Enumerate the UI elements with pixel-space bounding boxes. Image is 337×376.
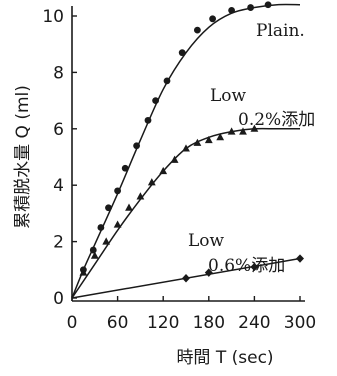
x-tick-label: 240 [238,313,270,333]
data-point-circle [121,164,129,172]
y-tick-label: 10 [42,7,64,27]
data-point-triangle [159,166,168,175]
data-point-circle [144,116,152,124]
data-point-circle [133,142,141,150]
y-tick-label: 8 [53,63,64,83]
data-point-triangle [136,192,145,200]
data-point-triangle [239,127,247,135]
data-point-circle [209,15,217,23]
data-point-triangle [193,138,202,146]
data-point-triangle [90,251,99,259]
data-point-triangle [182,144,190,152]
data-point-triangle [147,178,156,186]
series-plain [71,1,301,299]
data-point-triangle [79,268,88,276]
data-point-triangle [113,220,122,228]
data-point-circle [105,204,112,212]
axes [71,6,305,302]
data-point-diamond [204,268,213,277]
data-point-circle [89,246,97,254]
data-point-circle [97,224,105,231]
series-label-plain: Plain. [256,21,305,41]
y-tick-label: 4 [53,176,64,196]
y-tick-label: 2 [53,233,64,253]
data-point-diamond [250,262,259,272]
data-point-triangle [216,133,225,141]
data-point-triangle [170,155,179,163]
data-point-triangle [227,127,236,135]
series-label-low-06: 0.6%添加 [208,256,285,276]
data-point-triangle [125,203,133,211]
y-tick-label: 6 [53,120,64,140]
data-point-diamond [296,254,304,263]
data-point-circle [228,6,236,14]
data-point-circle [247,4,255,11]
x-tick-label: 300 [284,313,316,333]
x-tick-label: 0 [67,313,78,333]
data-point-circle [152,97,160,104]
data-point-triangle [204,135,213,144]
data-point-circle [178,49,186,57]
ticks: 0 60 120 180 240 300 0 2 4 6 8 10 [42,7,316,333]
series-label-low-06: Low [188,231,225,251]
data-point-triangle [250,124,259,132]
x-tick-label: 60 [107,313,129,333]
data-point-circle [264,1,272,9]
series-label-low-02: Low [210,86,247,106]
data-point-circle [163,77,171,85]
x-axis-title: 時間 T (sec) [176,348,273,368]
data-point-circle [114,187,121,195]
series-low-06 [71,254,304,299]
series-group [71,1,304,299]
data-point-circle [194,26,201,34]
series-label-low-02: 0.2%添加 [238,110,315,130]
y-tick-label: 0 [53,289,64,309]
labels: Plain. Low 0.2%添加 Low 0.6%添加 [188,21,315,276]
series-low-02 [71,124,300,299]
data-point-diamond [182,274,190,283]
data-point-triangle [102,237,111,245]
x-tick-label: 120 [147,313,179,333]
y-axis-title: 累積脱水量 Q (ml) [13,85,33,229]
x-tick-label: 180 [193,313,225,333]
